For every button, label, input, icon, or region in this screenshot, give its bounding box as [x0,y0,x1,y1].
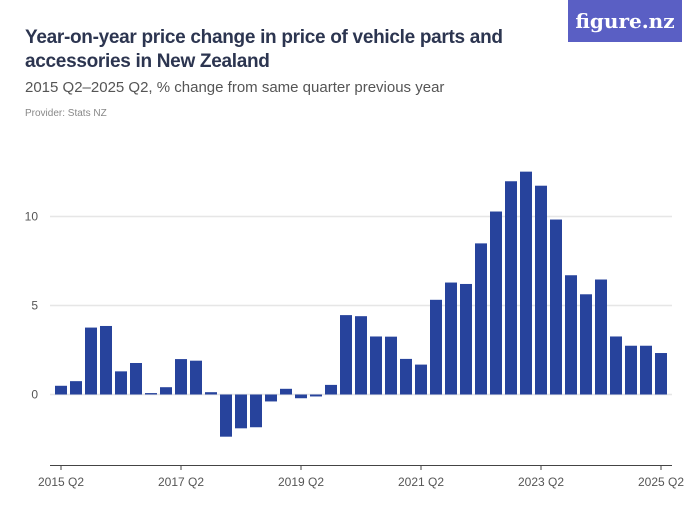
bar-2023-Q3 [550,219,562,395]
bar-2024-Q3 [610,336,622,395]
bar-2022-Q2 [475,243,487,395]
bar-2018-Q3 [250,394,262,428]
bar-2024-Q4 [625,345,637,395]
bar-2019-Q4 [325,384,337,395]
bar-2022-Q1 [460,283,472,395]
bar-2015-Q2 [55,385,67,395]
bar-2024-Q1 [580,294,592,395]
bar-2017-Q3 [190,360,202,395]
bar-2025-Q2 [655,353,667,395]
bar-2023-Q4 [565,275,577,395]
bar-2017-Q4 [205,392,217,395]
bar-2022-Q3 [490,211,502,395]
bar-2016-Q2 [115,371,127,395]
y-tick-label: 10 [25,210,39,224]
bar-2023-Q1 [520,171,532,395]
bar-2020-Q3 [370,336,382,395]
bar-2018-Q1 [220,394,232,437]
bar-2022-Q4 [505,181,517,395]
bar-2024-Q2 [595,279,607,395]
y-tick-label: 5 [31,299,38,313]
figure-nz-logo[interactable]: figure.nz [568,0,682,42]
bar-2017-Q2 [175,359,187,395]
bar-2019-Q1 [280,388,292,395]
x-tick-label: 2023 Q2 [518,475,564,489]
bar-2020-Q4 [385,336,397,395]
bar-2015-Q4 [85,327,97,395]
bar-2021-Q1 [400,358,412,395]
bar-2023-Q2 [535,185,547,395]
bar-2019-Q2 [295,394,307,399]
chart-subtitle: 2015 Q2–2025 Q2, % change from same quar… [25,79,445,96]
bar-2018-Q2 [235,394,247,429]
x-tick-label: 2015 Q2 [38,475,84,489]
bar-2020-Q1 [340,315,352,395]
chart-title: Year-on-year price change in price of ve… [25,27,503,72]
x-tick-label: 2017 Q2 [158,475,204,489]
y-tick-label: 0 [31,388,38,402]
bar-2016-Q4 [145,393,157,395]
bar-2018-Q4 [265,394,277,402]
bar-2016-Q3 [130,362,142,395]
bar-2021-Q3 [430,299,442,395]
bar-2021-Q4 [445,282,457,395]
logo-text: figure.nz [575,9,675,33]
x-tick-label: 2019 Q2 [278,475,324,489]
bar-2021-Q2 [415,364,427,395]
bar-2016-Q1 [100,325,112,395]
x-tick-label: 2021 Q2 [398,475,444,489]
provider-label: Provider: Stats NZ [25,108,107,119]
bar-2015-Q3 [70,381,82,395]
bar-2019-Q3 [310,394,322,397]
bar-2017-Q1 [160,387,172,395]
x-tick-label: 2025 Q2 [638,475,684,489]
bar-2025-Q1 [640,345,652,395]
bar-2020-Q2 [355,316,367,395]
